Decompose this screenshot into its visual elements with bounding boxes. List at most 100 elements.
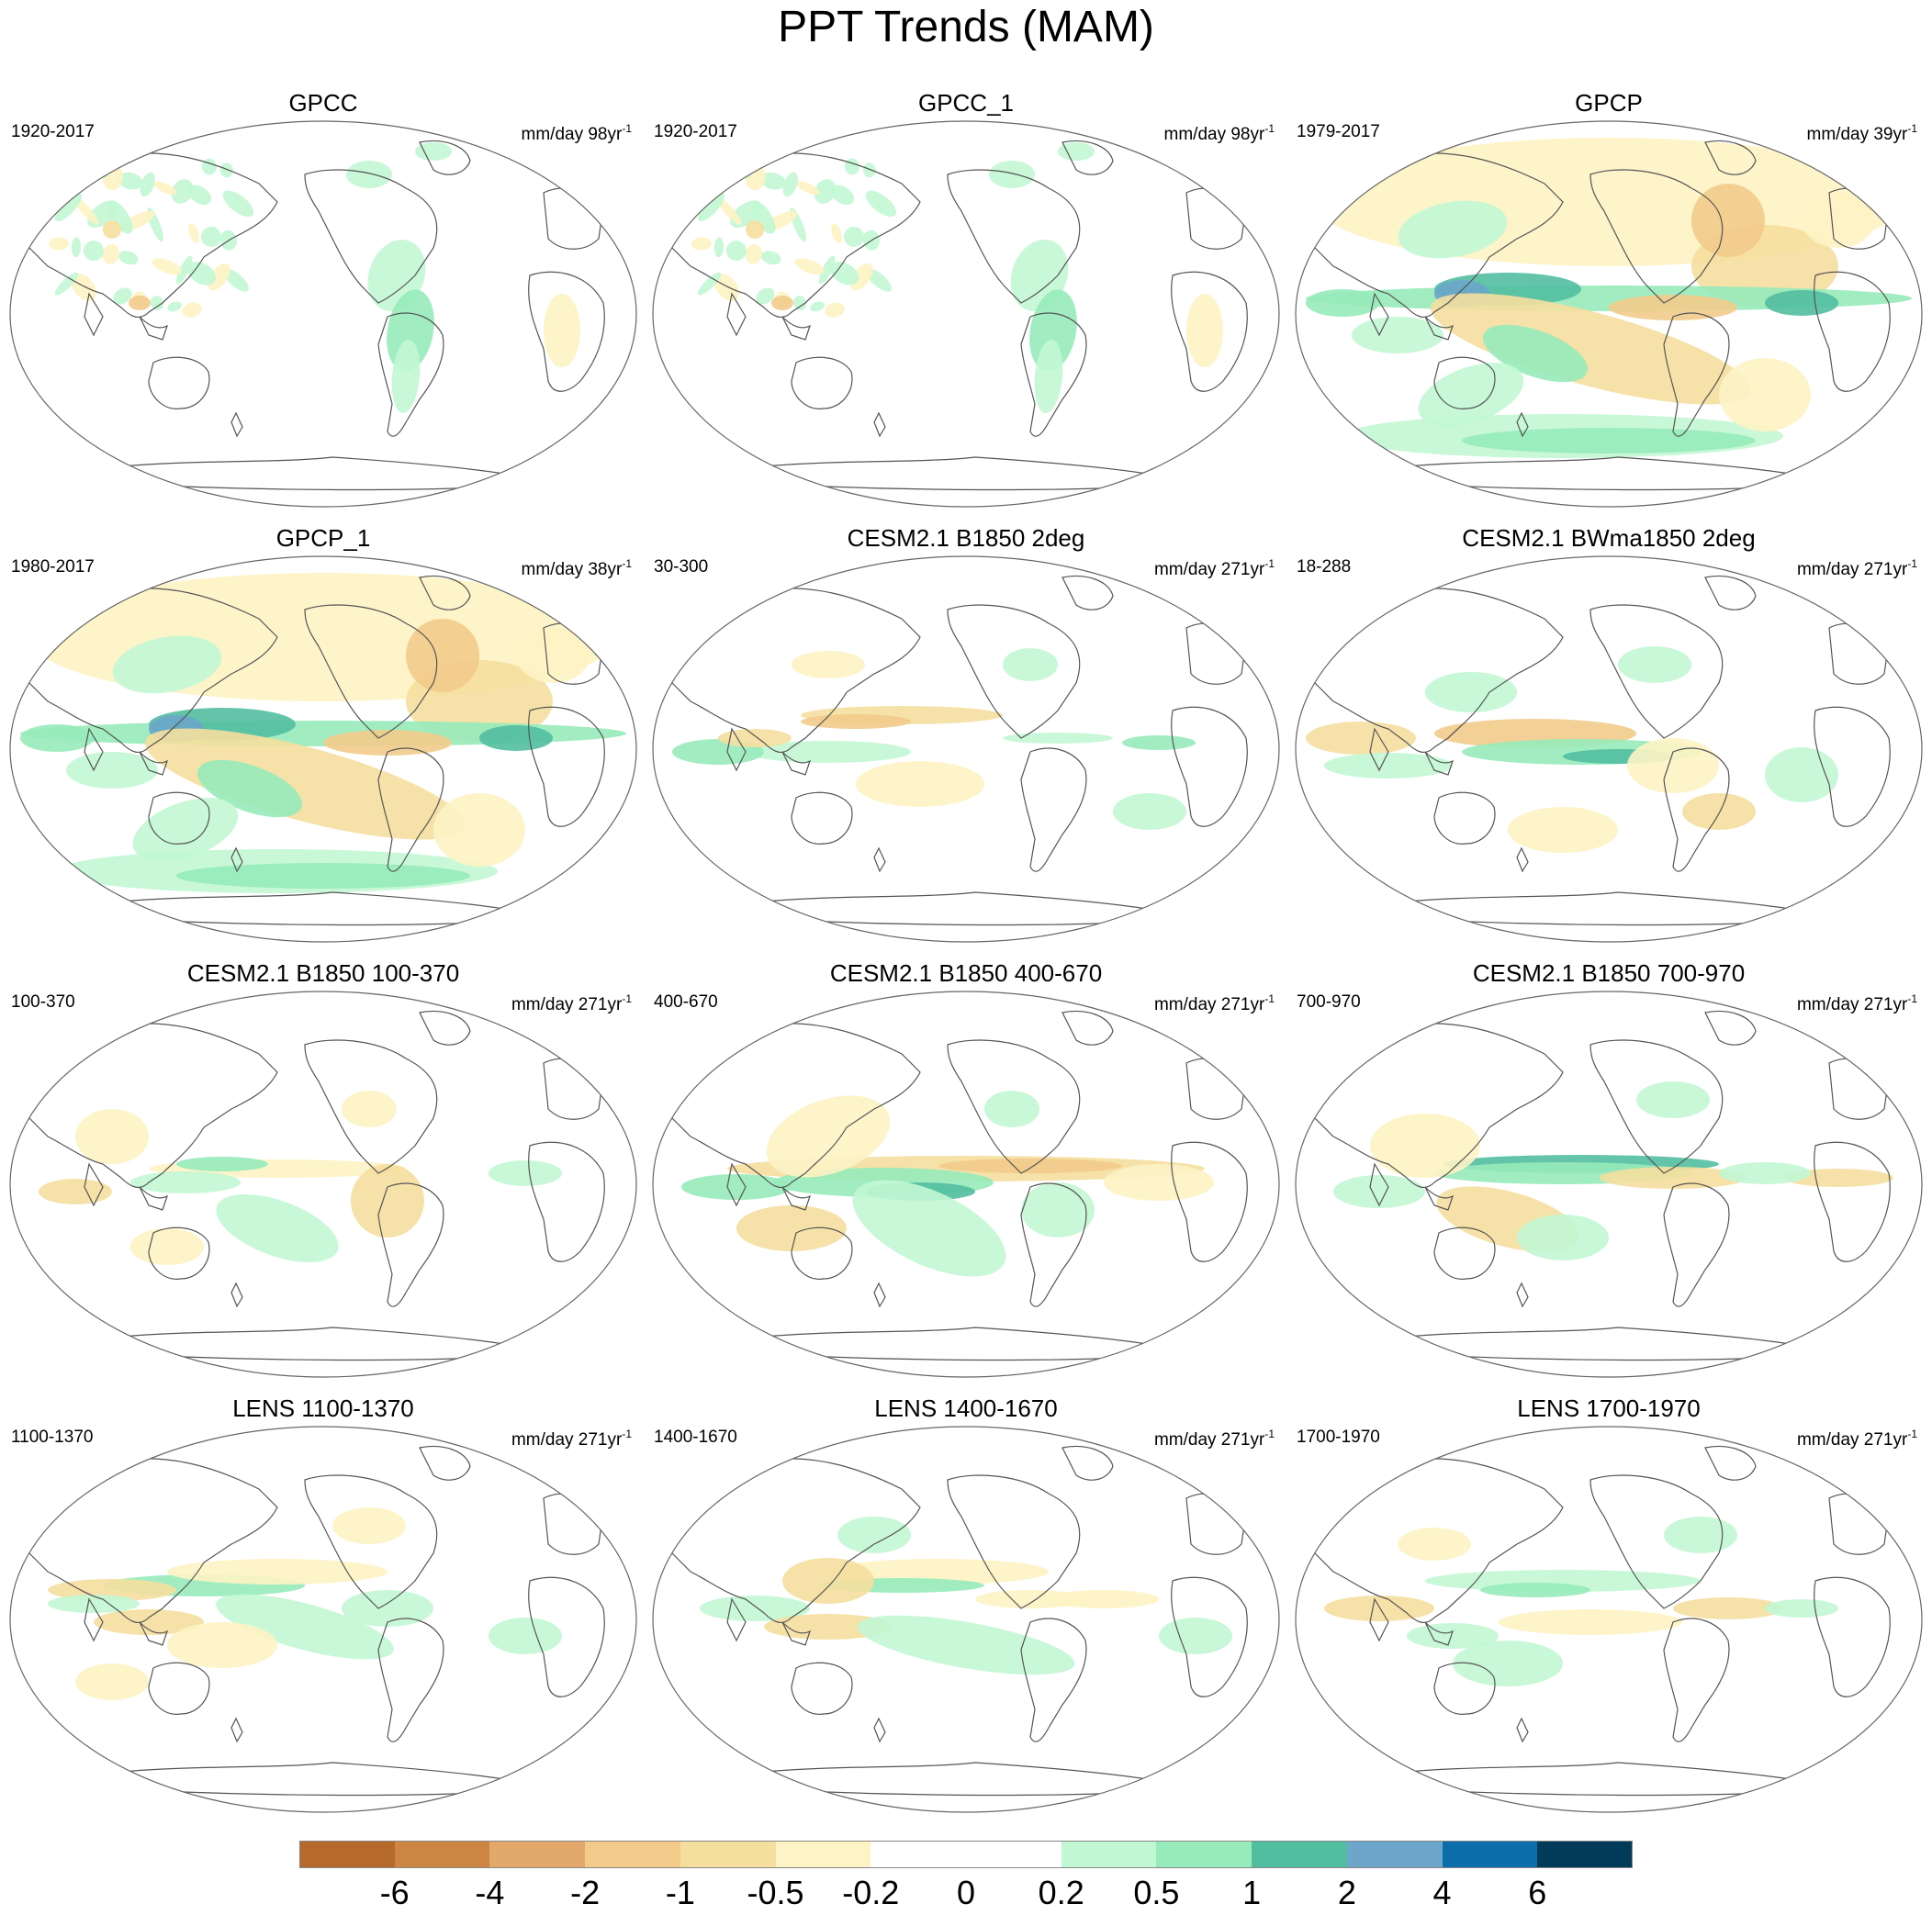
units-label: mm/day 271yr-1 (1154, 1423, 1275, 1451)
units-label: mm/day 271yr-1 (1154, 988, 1275, 1016)
coastline (1589, 169, 1724, 304)
coastline (100, 891, 518, 926)
trend-region (83, 241, 104, 262)
coastline (781, 1621, 812, 1646)
trend-region (713, 237, 724, 258)
trend-region (692, 161, 707, 170)
trend-region (756, 287, 775, 305)
figure-title: PPT Trends (MAM) (778, 3, 1154, 51)
trend-region (73, 196, 99, 225)
colorbar-tick-label: 4 (1432, 1874, 1452, 1911)
units-exponent: -1 (622, 557, 632, 570)
trend-region (219, 162, 233, 178)
coastline (230, 1717, 243, 1743)
robinson-world-map (9, 555, 637, 943)
units-exponent: -1 (1264, 1428, 1275, 1440)
coastline (84, 1162, 104, 1207)
coastline (743, 1327, 1161, 1361)
trend-region (66, 752, 158, 789)
coastline (1386, 456, 1803, 491)
trend-region (351, 1164, 424, 1237)
trend-region (1691, 184, 1765, 257)
units-text: mm/day 271yr (1796, 995, 1908, 1014)
trend-region (713, 274, 740, 301)
panel-title: CESM2.1 BWma1850 2deg (1462, 524, 1756, 552)
units-exponent: -1 (1907, 557, 1917, 570)
trend-region (1453, 1641, 1563, 1686)
colorbar-tick-label: -2 (570, 1874, 601, 1911)
trend-region (801, 714, 911, 729)
trend-region (151, 296, 164, 310)
coastline (1171, 1576, 1248, 1697)
units-label: mm/day 271yr-1 (1797, 1423, 1917, 1451)
trend-region (1609, 295, 1737, 320)
panel-title: GPCC (288, 89, 358, 117)
units-text: mm/day 271yr (1153, 1430, 1265, 1450)
trend-region (681, 1174, 792, 1200)
coastline (230, 846, 243, 873)
trend-region (152, 181, 177, 195)
trend-region (187, 185, 212, 206)
map-border (1295, 555, 1923, 943)
coastline (1386, 1762, 1803, 1797)
units-text: mm/day 271yr (1153, 560, 1265, 579)
trend-region (792, 651, 865, 678)
trend-region (1499, 1609, 1682, 1635)
units-label: mm/day 271yr-1 (1154, 553, 1275, 581)
coastline (791, 356, 853, 409)
trend-region (140, 172, 155, 197)
colorbar-swatch (1442, 1841, 1538, 1868)
coastline (1516, 1717, 1529, 1743)
trend-contours (1296, 121, 1922, 507)
trend-region (175, 255, 193, 285)
map-border (1295, 991, 1923, 1378)
panel-title: CESM2.1 B1850 2deg (847, 524, 1085, 552)
coastline (1663, 312, 1730, 437)
coastline (1589, 1039, 1724, 1174)
trend-region (1765, 1599, 1838, 1618)
units-label: mm/day 271yr-1 (511, 988, 632, 1016)
period-label: 1979-2017 (1297, 122, 1380, 141)
coastline (947, 1474, 1081, 1609)
trend-region (132, 798, 239, 862)
colorbar-swatch (299, 1841, 396, 1868)
coastline (873, 1282, 886, 1308)
units-label: mm/day 39yr-1 (1807, 118, 1917, 146)
coastline (947, 1039, 1081, 1174)
trend-region (182, 302, 202, 318)
trend-region (113, 287, 132, 305)
trend-region (766, 1095, 891, 1178)
period-label: 100-370 (11, 992, 75, 1012)
coastline (1020, 747, 1087, 872)
trend-region (1306, 289, 1379, 317)
trend-region (1618, 646, 1691, 683)
trend-contours (653, 1427, 1279, 1812)
coastline (1020, 1618, 1087, 1742)
period-label: 1920-2017 (654, 122, 737, 141)
trend-region (1418, 363, 1524, 427)
panel-title: CESM2.1 B1850 100-370 (186, 959, 460, 987)
trend-region (54, 272, 79, 296)
units-text: mm/day 271yr (1796, 560, 1908, 579)
trend-region (1802, 193, 1875, 248)
trend-region (760, 251, 781, 265)
trend-region (118, 172, 143, 190)
map-border (1295, 120, 1923, 508)
trend-region (746, 220, 764, 239)
coastline (230, 1282, 243, 1308)
trend-region (1003, 648, 1058, 681)
coastline (1386, 891, 1803, 926)
trend-region (830, 185, 855, 206)
map-border (9, 991, 637, 1378)
coastline (1433, 791, 1496, 845)
coastline (791, 1226, 853, 1280)
coastline (791, 1662, 853, 1715)
trend-region (760, 172, 786, 190)
trend-region (746, 741, 911, 763)
trend-region (1186, 294, 1223, 367)
map-border (652, 991, 1280, 1378)
trend-region (342, 1091, 397, 1127)
period-label: 1980-2017 (11, 557, 95, 577)
coastline (419, 140, 471, 175)
map-panel: CESM2.1 B1850 400-670 400-670 mm/day 271yr… (645, 870, 1287, 1378)
